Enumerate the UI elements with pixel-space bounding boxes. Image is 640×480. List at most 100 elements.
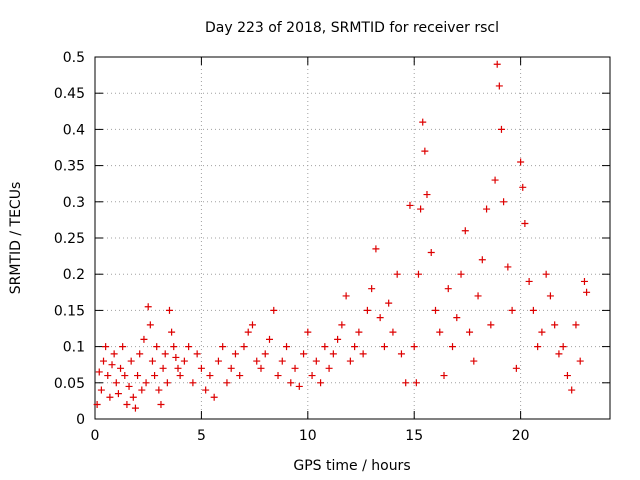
- data-point: [453, 314, 461, 322]
- data-point: [559, 343, 567, 351]
- data-point: [257, 364, 265, 372]
- data-point: [131, 404, 139, 412]
- data-point: [202, 386, 210, 394]
- data-point: [129, 393, 137, 401]
- data-point: [491, 176, 499, 184]
- data-point: [421, 147, 429, 155]
- x-axis-label: GPS time / hours: [293, 458, 410, 474]
- data-point: [136, 350, 144, 358]
- data-point: [134, 372, 142, 380]
- data-point: [334, 335, 342, 343]
- data-point: [161, 350, 169, 358]
- data-point: [478, 256, 486, 264]
- x-tick-label: 10: [299, 428, 317, 444]
- data-point: [440, 372, 448, 380]
- data-point: [138, 386, 146, 394]
- y-tick-label: 0.25: [54, 231, 85, 247]
- data-point: [193, 350, 201, 358]
- data-point: [283, 343, 291, 351]
- data-point: [346, 357, 354, 365]
- data-point: [189, 379, 197, 387]
- data-point: [108, 361, 116, 369]
- data-point: [146, 321, 154, 329]
- data-point: [153, 343, 161, 351]
- data-point: [538, 328, 546, 336]
- data-point: [155, 386, 163, 394]
- data-point: [389, 328, 397, 336]
- data-point: [317, 379, 325, 387]
- data-point: [291, 364, 299, 372]
- x-tick-label: 0: [91, 428, 100, 444]
- data-point: [363, 306, 371, 314]
- data-point: [197, 364, 205, 372]
- data-point: [580, 277, 588, 285]
- data-point: [185, 343, 193, 351]
- data-point: [266, 335, 274, 343]
- y-axis-label: SRMTID / TECUs: [8, 182, 24, 295]
- data-point: [127, 357, 135, 365]
- y-tick-label: 0.3: [63, 195, 85, 211]
- data-point: [114, 390, 122, 398]
- data-point: [402, 379, 410, 387]
- data-point: [487, 321, 495, 329]
- y-tick-label: 0.1: [63, 340, 85, 356]
- data-point: [519, 183, 527, 191]
- data-point: [165, 306, 173, 314]
- data-point: [504, 263, 512, 271]
- data-point: [227, 364, 235, 372]
- data-point: [159, 364, 167, 372]
- data-point: [253, 357, 261, 365]
- data-point: [338, 321, 346, 329]
- data-point: [517, 158, 525, 166]
- data-point: [583, 288, 591, 296]
- data-point: [431, 306, 439, 314]
- data-point: [410, 343, 418, 351]
- data-point: [568, 386, 576, 394]
- data-point: [106, 393, 114, 401]
- data-point: [355, 328, 363, 336]
- data-point: [483, 205, 491, 213]
- data-point: [419, 118, 427, 126]
- data-point: [168, 328, 176, 336]
- x-tick-label: 15: [405, 428, 423, 444]
- data-point: [521, 220, 529, 228]
- data-point: [380, 343, 388, 351]
- data-point: [529, 306, 537, 314]
- data-point: [304, 328, 312, 336]
- x-tick-label: 20: [512, 428, 530, 444]
- data-point: [95, 368, 103, 376]
- data-point: [321, 343, 329, 351]
- data-point: [270, 306, 278, 314]
- data-point: [351, 343, 359, 351]
- y-tick-label: 0.05: [54, 376, 85, 392]
- data-point: [417, 205, 425, 213]
- data-point: [157, 401, 165, 409]
- data-point: [104, 372, 112, 380]
- data-point: [497, 125, 505, 133]
- data-point: [412, 379, 420, 387]
- y-tick-label: 0.45: [54, 86, 85, 102]
- data-point: [97, 386, 105, 394]
- data-point: [534, 343, 542, 351]
- data-point: [295, 382, 303, 390]
- data-point: [368, 285, 376, 293]
- data-point: [444, 285, 452, 293]
- data-point: [470, 357, 478, 365]
- data-point: [163, 379, 171, 387]
- data-point: [93, 401, 101, 409]
- data-point: [223, 379, 231, 387]
- data-point: [214, 357, 222, 365]
- data-point: [406, 201, 414, 209]
- data-points: [93, 60, 591, 412]
- data-point: [312, 357, 320, 365]
- data-point: [151, 372, 159, 380]
- data-point: [397, 350, 405, 358]
- data-point: [474, 292, 482, 300]
- data-point: [563, 372, 571, 380]
- data-point: [125, 382, 133, 390]
- data-point: [436, 328, 444, 336]
- data-point: [546, 292, 554, 300]
- data-point: [142, 379, 150, 387]
- data-point: [206, 372, 214, 380]
